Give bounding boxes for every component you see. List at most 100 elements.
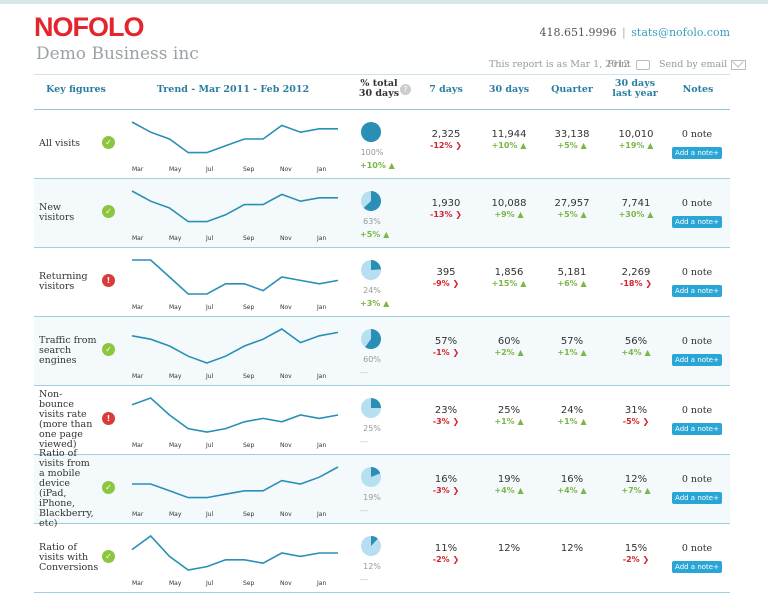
arrow-up-icon: ▲ [644, 486, 651, 495]
metric-value: 24% [560, 405, 584, 416]
metric-d30: 12% [479, 543, 539, 554]
pie-slice [371, 398, 381, 408]
month-tick: Nov [280, 166, 292, 173]
add-note-button[interactable]: Add a note+ [672, 492, 722, 504]
metric-quarter: 16% +4% ▲ [542, 474, 602, 495]
delta-value: +6% [557, 279, 578, 288]
metric-value: 23% [434, 405, 458, 416]
metric-delta: +30% ▲ [606, 210, 666, 219]
add-note-button[interactable]: Add a note+ [672, 354, 722, 366]
month-tick: Nov [280, 304, 292, 311]
metric-value: 7,741 [621, 198, 651, 209]
pie-slice [371, 536, 378, 546]
metric-label: New visitors [39, 202, 75, 223]
metric-value: 1,856 [494, 267, 524, 278]
arrow-down-icon: ❯ [455, 210, 462, 219]
send-email-label: Send by email [659, 59, 728, 70]
metric-value: 12% [624, 474, 648, 485]
metric-delta: +7% ▲ [606, 486, 666, 495]
trend-line [131, 534, 338, 571]
month-tick: Jan [316, 235, 326, 242]
arrow-up-icon: ▲ [647, 141, 654, 150]
metric-value: 12% [560, 543, 584, 554]
share-pie [361, 467, 381, 487]
pie-slice [363, 191, 381, 211]
add-note-button[interactable]: Add a note+ [672, 285, 722, 297]
company-name: Demo Business inc [36, 44, 199, 64]
metric-delta: +15% ▲ [479, 279, 539, 288]
note-cell: 0 note Add a note+ [671, 129, 723, 159]
month-tick: Nov [280, 235, 292, 242]
add-note-button[interactable]: Add a note+ [672, 147, 722, 159]
arrow-down-icon: ❯ [452, 486, 460, 495]
pie-slice [365, 329, 381, 349]
metric-value: 31% [624, 405, 648, 416]
metric-quarter: 24% +1% ▲ [542, 405, 602, 426]
metric-label: Returning visitors [39, 271, 88, 292]
metric-quarter: 5,181 +6% ▲ [542, 267, 602, 288]
pct-total-value: 25% [363, 424, 381, 433]
add-note-button[interactable]: Add a note+ [672, 423, 722, 435]
delta-value: +3% [360, 299, 381, 308]
add-note-button[interactable]: Add a note+ [672, 561, 722, 573]
trend-sparkline: Mar May Jul Sep Nov Jan [131, 534, 338, 587]
pie-slice [361, 122, 381, 142]
metric-last_year: 56% +4% ▲ [606, 336, 666, 357]
month-tick: Jan [316, 373, 326, 380]
month-tick: May [169, 373, 182, 380]
delta-value: +1% [494, 417, 515, 426]
month-tick: Jan [316, 166, 326, 173]
logo[interactable]: NOFOLO [34, 12, 144, 42]
delta-value: -9% [432, 279, 450, 288]
table-row: Ratio of visits from a mobile device (iP… [34, 449, 730, 529]
metric-d30: 25% +1% ▲ [479, 405, 539, 426]
trend-line [132, 259, 339, 295]
arrow-down-icon: ❯ [455, 141, 462, 150]
metric-delta: +4% ▲ [606, 348, 666, 357]
status-warning-icon: ! [102, 274, 115, 287]
help-icon[interactable]: ? [400, 84, 411, 95]
table-row: New visitors ✓ Mar May Jul Sep Nov Jan 63% +5% ▲ 1… [34, 179, 730, 248]
metric-value: 56% [624, 336, 648, 347]
month-tick: Sep [243, 580, 255, 587]
delta-value: -3% [432, 486, 450, 495]
delta-value: -5% [622, 417, 640, 426]
metric-d30: 11,944 +10% ▲ [479, 129, 539, 150]
note-cell: 0 note Add a note+ [671, 543, 723, 573]
delta-value: +9% [494, 210, 515, 219]
month-tick: Sep [243, 166, 255, 173]
metric-d7: 395 -9% ❯ [416, 267, 476, 288]
arrow-up-icon: ▲ [517, 486, 524, 495]
header-last-year-line2: last year [612, 88, 658, 99]
trend-sparkline: Mar May Jul Sep Nov Jan [131, 397, 339, 449]
month-tick: Jan [316, 442, 326, 449]
send-email-button[interactable]: Send by email [659, 59, 747, 70]
note-count: 0 note [681, 336, 713, 347]
trend-line [131, 397, 339, 433]
report-date: This report is as Mar 1, 2012 [489, 59, 630, 70]
delta-value: --- [360, 437, 369, 446]
pct-total-delta: --- [360, 368, 420, 377]
print-button[interactable]: Print [607, 59, 650, 70]
metric-delta: +9% ▲ [479, 210, 539, 219]
metric-delta: +19% ▲ [606, 141, 666, 150]
month-tick: Sep [243, 511, 255, 518]
metric-last_year: 31% -5% ❯ [606, 405, 666, 426]
month-tick: Jul [205, 373, 214, 380]
metric-value: 5,181 [557, 267, 587, 278]
delta-value: -13% [430, 210, 453, 219]
metric-quarter: 12% [542, 543, 602, 554]
table-body: All visits ✓ Mar May Jul Sep Nov Jan 100% +10% ▲ 2… [34, 110, 730, 593]
metric-delta: -2% ❯ [606, 555, 666, 564]
add-note-button[interactable]: Add a note+ [672, 216, 722, 228]
metric-last_year: 7,741 +30% ▲ [606, 198, 666, 219]
month-tick: Mar [132, 166, 144, 173]
metric-d30: 1,856 +15% ▲ [479, 267, 539, 288]
table-row: Non-bounce visits rate (more than one pa… [34, 386, 730, 455]
note-cell: 0 note Add a note+ [671, 198, 723, 228]
trend-sparkline: Mar May Jul Sep Nov Jan [131, 328, 339, 380]
email-link[interactable]: stats@nofolo.com [631, 26, 730, 39]
arrow-up-icon: ▲ [383, 230, 390, 239]
month-tick: May [169, 442, 182, 449]
metric-delta: -9% ❯ [416, 279, 476, 288]
